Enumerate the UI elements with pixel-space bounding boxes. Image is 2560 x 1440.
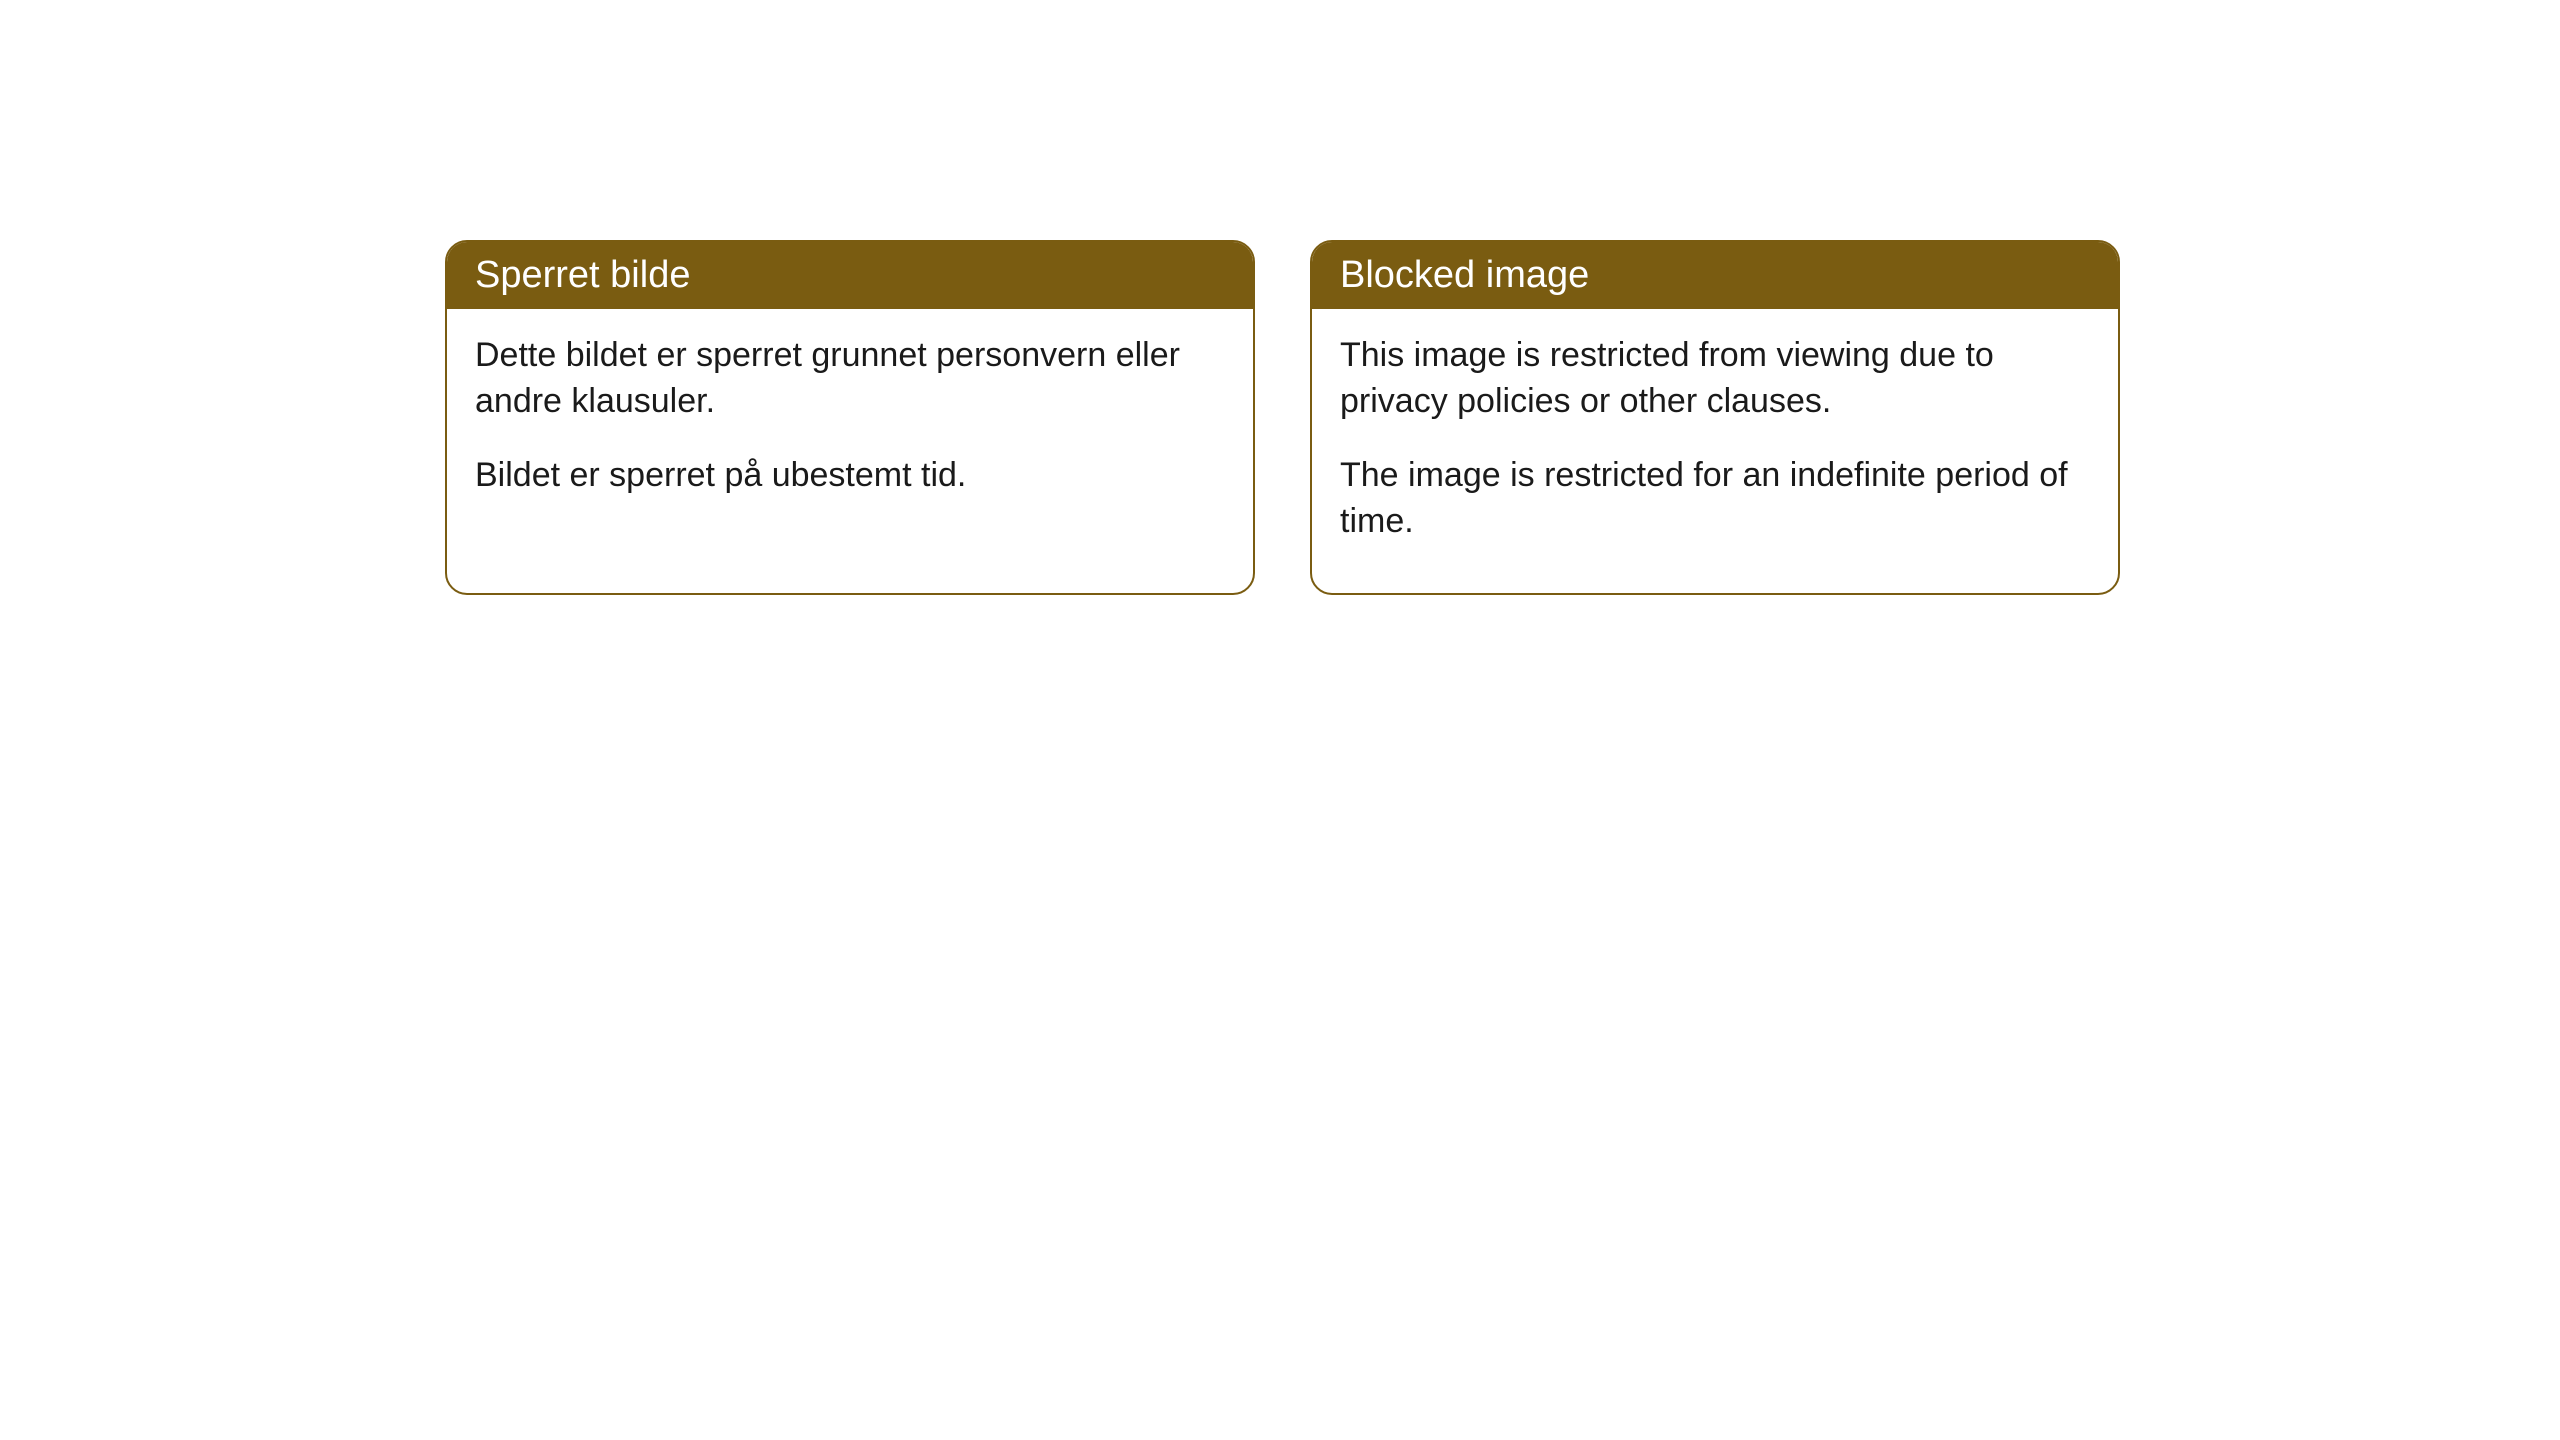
card-header: Sperret bilde	[447, 242, 1253, 309]
notice-cards-container: Sperret bilde Dette bildet er sperret gr…	[0, 0, 2560, 595]
card-body: This image is restricted from viewing du…	[1312, 309, 2118, 593]
card-paragraph-1: This image is restricted from viewing du…	[1340, 333, 2090, 425]
card-header: Blocked image	[1312, 242, 2118, 309]
card-paragraph-2: The image is restricted for an indefinit…	[1340, 453, 2090, 545]
card-title: Blocked image	[1340, 254, 1589, 296]
notice-card-norwegian: Sperret bilde Dette bildet er sperret gr…	[445, 240, 1255, 595]
card-paragraph-2: Bildet er sperret på ubestemt tid.	[475, 453, 1225, 499]
notice-card-english: Blocked image This image is restricted f…	[1310, 240, 2120, 595]
card-body: Dette bildet er sperret grunnet personve…	[447, 309, 1253, 547]
card-title: Sperret bilde	[475, 254, 690, 296]
card-paragraph-1: Dette bildet er sperret grunnet personve…	[475, 333, 1225, 425]
